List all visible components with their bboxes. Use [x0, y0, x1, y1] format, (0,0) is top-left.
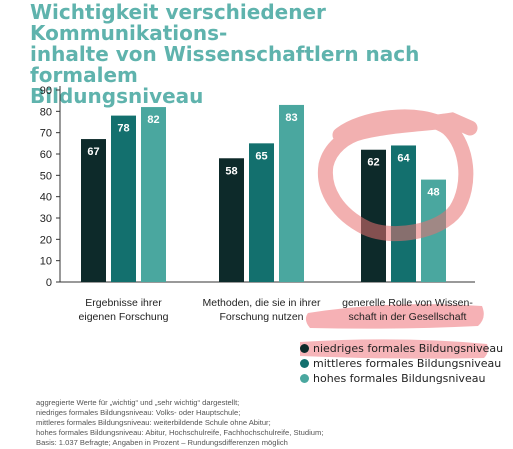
- legend: niedriges formales Bildungsniveau mittle…: [300, 341, 503, 386]
- bar-value-label: 83: [285, 112, 297, 124]
- bar-value-label: 64: [397, 152, 410, 164]
- legend-label-mid: mittleres formales Bildungsniveau: [313, 357, 502, 370]
- footnote-line: aggregierte Werte für „wichtig“ und „seh…: [36, 398, 240, 407]
- legend-label-low: niedriges formales Bildungsniveau: [313, 342, 504, 355]
- bar-value-label: 78: [117, 123, 129, 135]
- category-label: schaft in der Gesellschaft: [349, 311, 467, 323]
- y-tick-label: 60: [40, 149, 52, 161]
- title-line: Bildungsniveau: [30, 84, 204, 108]
- legend-item-mid: mittleres formales Bildungsniveau: [300, 356, 503, 371]
- footnotes: aggregierte Werte für „wichtig“ und „seh…: [36, 398, 323, 448]
- bar: [141, 107, 166, 282]
- category-label: Methoden, die sie in ihrer: [203, 297, 321, 309]
- y-tick-label: 90: [40, 85, 52, 97]
- footnote-line: Basis: 1.037 Befragte; Angaben in Prozen…: [36, 438, 288, 447]
- y-tick-label: 70: [40, 128, 52, 140]
- bar-value-label: 82: [147, 114, 159, 126]
- bar: [81, 139, 106, 282]
- bar-value-label: 65: [255, 150, 267, 162]
- bar-value-label: 67: [87, 146, 99, 158]
- legend-swatch-high: [300, 374, 309, 383]
- bar: [279, 104, 304, 282]
- category-label: Forschung nutzen: [219, 311, 303, 323]
- bar: [391, 145, 416, 282]
- bar: [361, 149, 386, 282]
- footnote-line: hohes formales Bildungsniveau: Abitur, H…: [36, 428, 324, 437]
- y-tick-label: 80: [40, 106, 52, 118]
- annotation-circle: [317, 109, 478, 241]
- highlight-legend: [300, 339, 488, 359]
- category-label: generelle Rolle von Wissen-: [342, 297, 473, 309]
- bar-value-label: 58: [225, 165, 237, 177]
- category-label: eigenen Forschung: [79, 311, 169, 323]
- bar-value-label: 62: [367, 157, 379, 169]
- title-line: Wichtigkeit verschiedener Kommunikations…: [30, 0, 326, 45]
- bar: [249, 143, 274, 282]
- y-tick-label: 10: [40, 256, 52, 268]
- footnote-line: mittleres formales Bildungsniveau: weite…: [36, 418, 271, 427]
- legend-swatch-low: [300, 344, 309, 353]
- footnote-line: niedriges formales Bildungsniveau: Volks…: [36, 408, 241, 417]
- legend-item-low: niedriges formales Bildungsniveau: [300, 341, 503, 356]
- legend-label-high: hohes formales Bildungsniveau: [313, 372, 486, 385]
- bar: [219, 158, 244, 282]
- legend-swatch-mid: [300, 359, 309, 368]
- legend-item-high: hohes formales Bildungsniveau: [300, 371, 503, 386]
- y-tick-label: 30: [40, 213, 52, 225]
- bar: [111, 115, 136, 282]
- title-line: inhalte von Wissenschaftlern nach formal…: [30, 42, 420, 87]
- bar-value-label: 48: [427, 187, 439, 199]
- highlight-category-label: [305, 304, 484, 329]
- chart-title: Wichtigkeit verschiedener Kommunikations…: [30, 2, 510, 107]
- y-tick-label: 40: [40, 192, 52, 204]
- y-tick-label: 0: [46, 277, 52, 289]
- category-label: Ergebnisse ihrer: [85, 297, 162, 309]
- y-tick-label: 20: [40, 234, 52, 246]
- y-tick-label: 50: [40, 170, 52, 182]
